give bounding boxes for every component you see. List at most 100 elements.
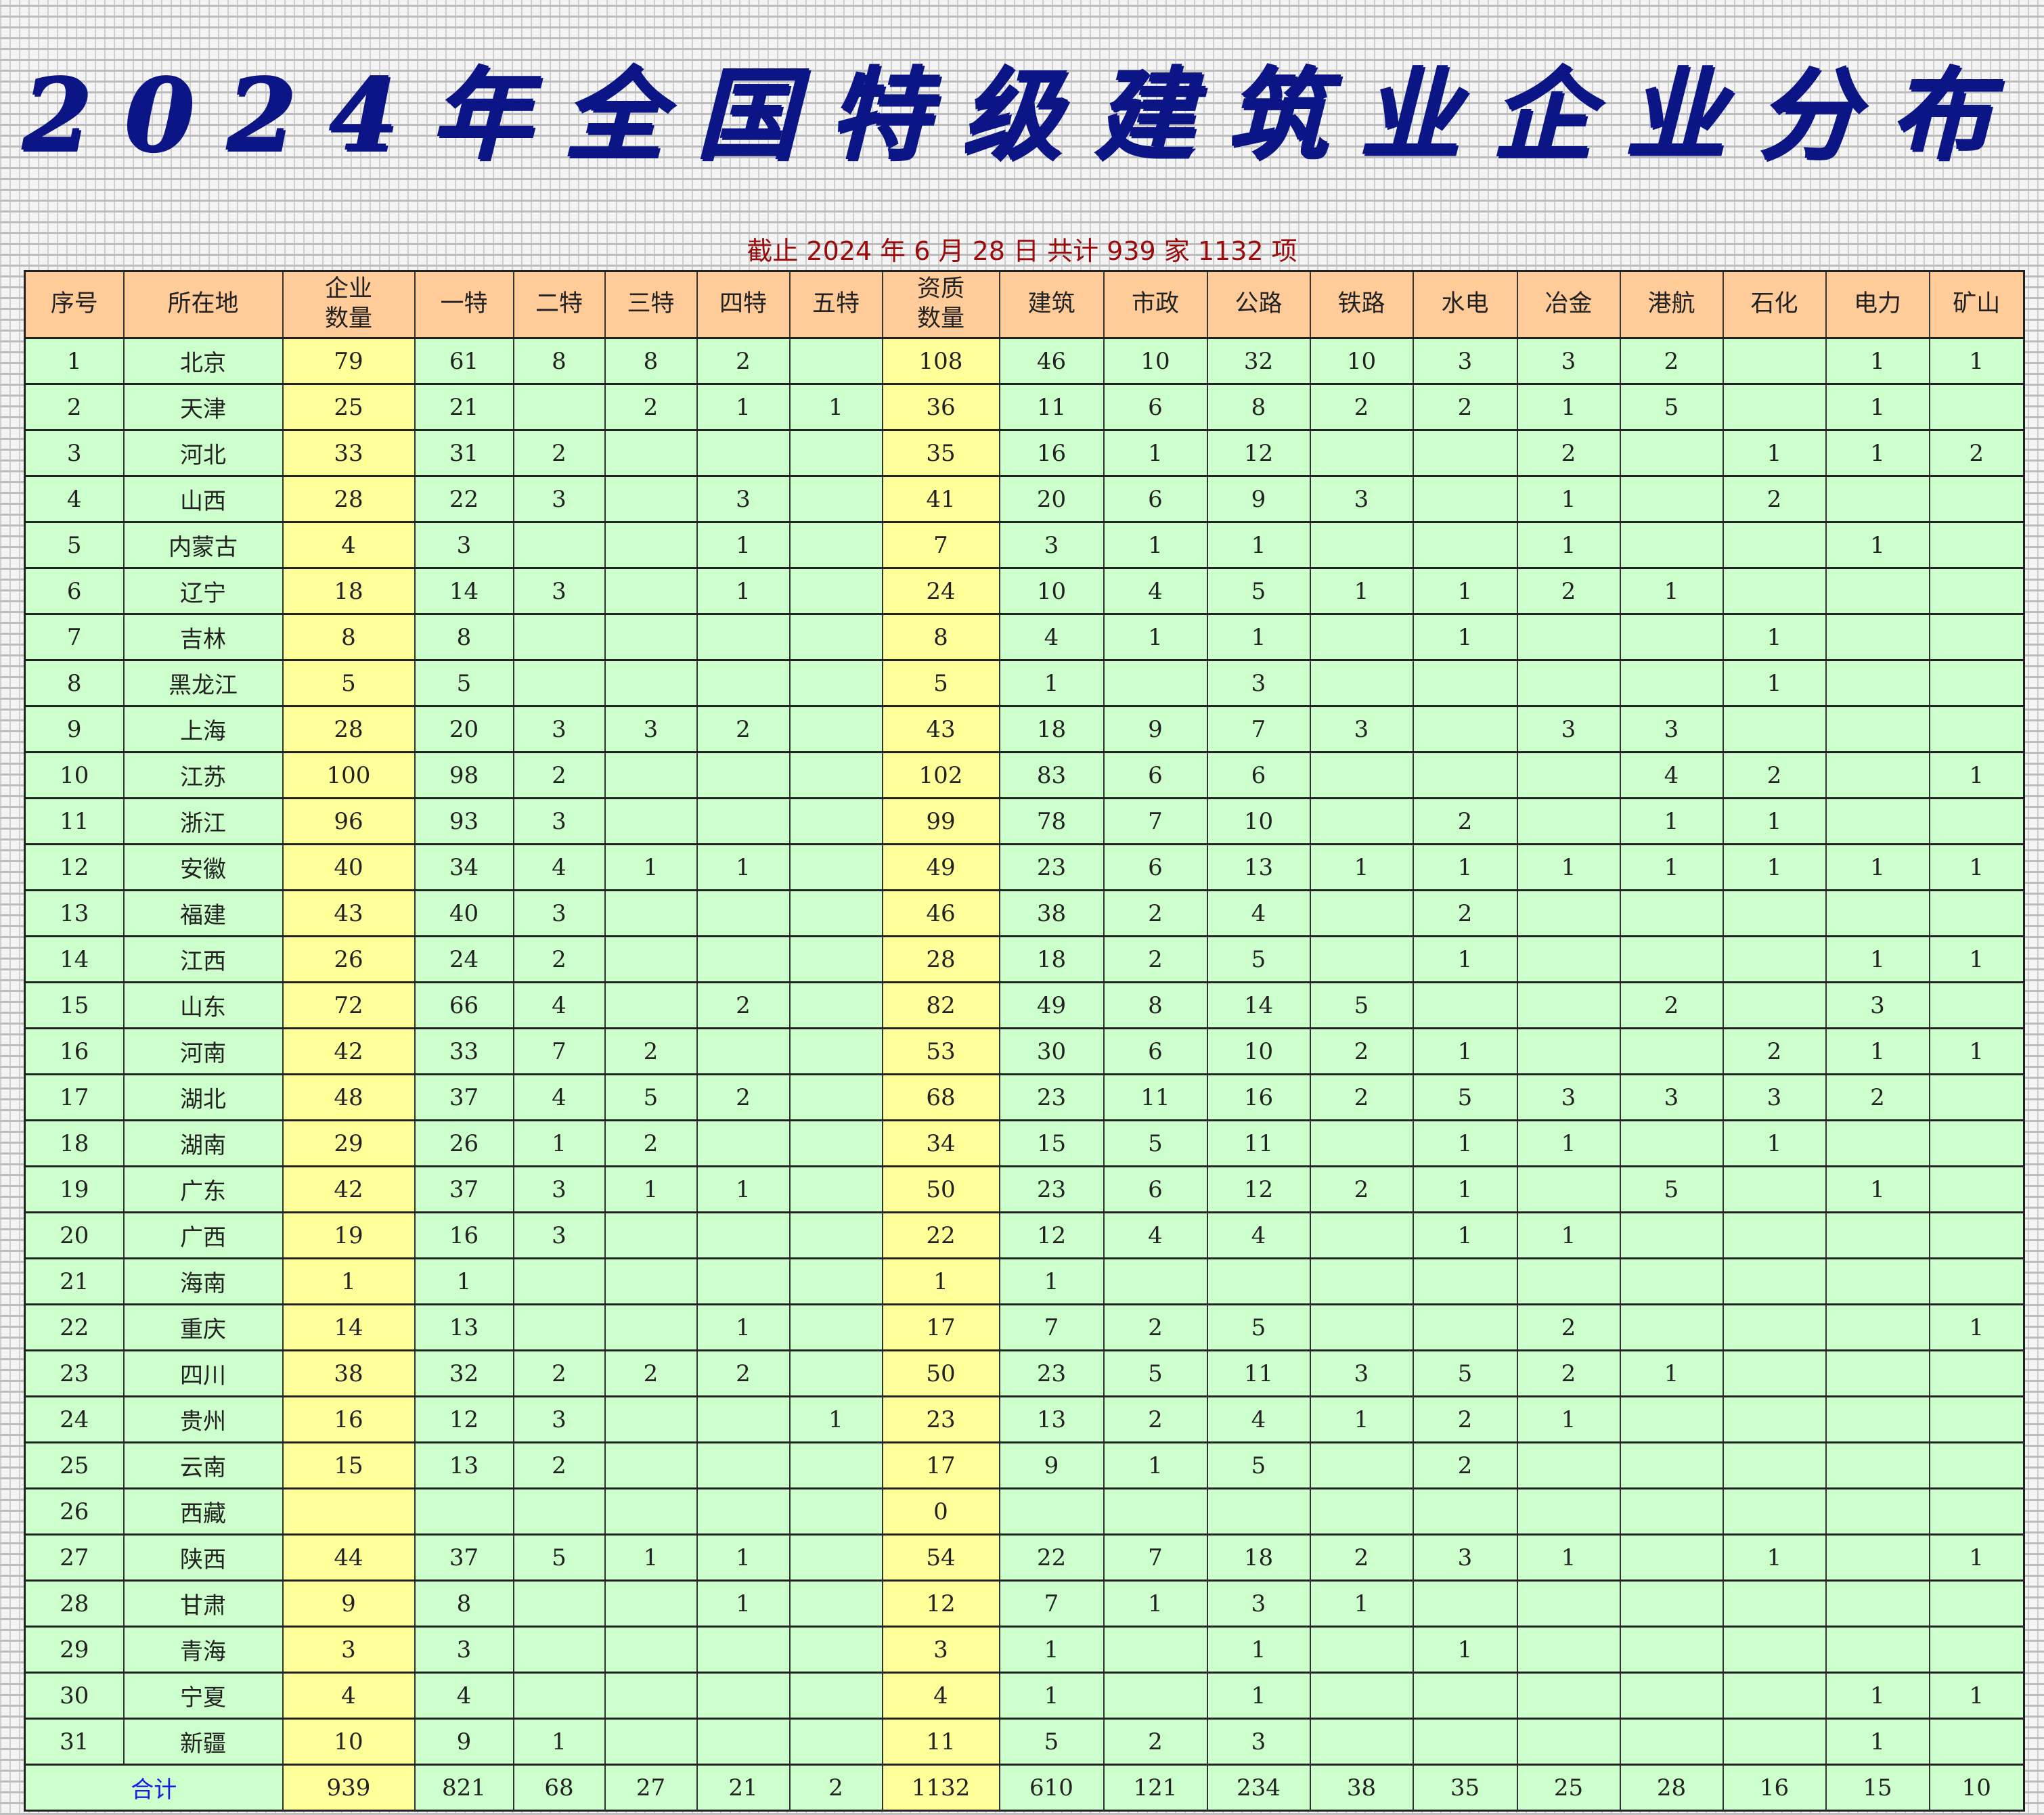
table-cell	[1516, 981, 1621, 1029]
region-name: 浙江	[123, 797, 284, 845]
table-cell	[696, 659, 791, 707]
table-cell: 19	[282, 1211, 416, 1259]
table-cell: 2	[1516, 1303, 1621, 1351]
table-cell	[696, 1672, 791, 1720]
table-cell: 23	[881, 1395, 1000, 1443]
table-cell: 7	[998, 1303, 1105, 1351]
table-cell: 13	[1206, 843, 1311, 891]
table-cell: 1	[1722, 797, 1827, 845]
table-cell	[604, 889, 698, 937]
column-header: 企业 数量	[282, 270, 416, 339]
table-cell: 1	[696, 567, 791, 615]
row-index: 5	[24, 521, 125, 569]
table-cell: 2	[604, 1027, 698, 1075]
table-row: 17 湖北 48 37 4 5 2 68 23 11 16 2 5 3 3 3 2	[24, 1073, 2025, 1121]
table-cell	[998, 1487, 1105, 1536]
table-cell: 1	[696, 1533, 791, 1582]
region-name: 吉林	[123, 613, 284, 661]
table-cell	[788, 1579, 883, 1628]
total-cell: 1132	[881, 1764, 1000, 1812]
table-cell: 13	[998, 1395, 1105, 1443]
table-cell	[788, 1119, 883, 1167]
table-cell	[1619, 1533, 1724, 1582]
table-cell: 2	[1722, 751, 1827, 799]
table-cell	[1619, 1257, 1724, 1305]
table-cell	[1722, 705, 1827, 753]
table-cell: 11	[881, 1718, 1000, 1766]
table-cell: 3	[512, 889, 606, 937]
table-row: 4 山西 28 22 3 3 41 20 6 9 3 1 2	[24, 475, 2025, 523]
table-cell	[788, 613, 883, 661]
table-cell: 5	[998, 1718, 1105, 1766]
table-cell: 18	[998, 935, 1105, 983]
table-cell	[696, 429, 791, 477]
table-cell: 3	[1516, 337, 1621, 385]
region-name: 辽宁	[123, 567, 284, 615]
total-cell: 15	[1825, 1764, 1930, 1812]
table-cell: 79	[282, 337, 416, 385]
table-cell: 1	[1619, 1349, 1724, 1397]
subtitle: 截止 2024 年 6 月 28 日 共计 939 家 1132 项	[747, 236, 1297, 266]
table-cell: 12	[1206, 429, 1311, 477]
region-name: 宁夏	[123, 1672, 284, 1720]
row-index: 2	[24, 383, 125, 431]
table-cell	[1516, 1718, 1621, 1766]
table-cell: 1	[1103, 1441, 1208, 1489]
table-cell: 82	[881, 981, 1000, 1029]
table-cell: 4	[282, 521, 416, 569]
table-cell	[512, 1257, 606, 1305]
table-cell: 13	[414, 1303, 514, 1351]
table-cell: 48	[282, 1073, 416, 1121]
table-cell	[1103, 659, 1208, 707]
table-cell	[1619, 1718, 1724, 1766]
table-cell: 17	[881, 1441, 1000, 1489]
table-cell	[1722, 1257, 1827, 1305]
table-cell: 1	[1825, 429, 1930, 477]
table-cell	[1412, 475, 1518, 523]
table-cell	[788, 1487, 883, 1536]
table-cell: 3	[282, 1626, 416, 1674]
table-cell: 26	[282, 935, 416, 983]
table-row: 28 甘肃 9 8 1 12 7 1 3 1	[24, 1579, 2025, 1628]
table-cell: 28	[282, 475, 416, 523]
table-cell: 4	[282, 1672, 416, 1720]
table-cell	[1928, 1441, 2025, 1489]
table-cell: 5	[1103, 1349, 1208, 1397]
table-cell: 1	[1412, 613, 1518, 661]
table-cell	[1928, 613, 2025, 661]
region-name: 贵州	[123, 1395, 284, 1443]
table-cell: 12	[998, 1211, 1105, 1259]
table-cell: 2	[512, 751, 606, 799]
table-cell	[1309, 1441, 1414, 1489]
column-header: 公路	[1206, 270, 1311, 339]
table-cell: 5	[881, 659, 1000, 707]
row-index: 6	[24, 567, 125, 615]
table-cell: 3	[1722, 1073, 1827, 1121]
column-header: 序号	[24, 270, 125, 339]
table-cell	[1412, 981, 1518, 1029]
table-cell: 1	[1825, 383, 1930, 431]
column-header: 一特	[414, 270, 514, 339]
table-cell	[1928, 981, 2025, 1029]
table-cell: 3	[1619, 1073, 1724, 1121]
total-cell: 939	[282, 1764, 416, 1812]
table-cell: 1	[512, 1718, 606, 1766]
region-name: 黑龙江	[123, 659, 284, 707]
table-cell: 1	[1928, 935, 2025, 983]
table-cell	[512, 1487, 606, 1536]
table-cell	[696, 1027, 791, 1075]
table-cell: 7	[512, 1027, 606, 1075]
row-index: 12	[24, 843, 125, 891]
table-cell: 3	[1309, 475, 1414, 523]
table-cell	[604, 1303, 698, 1351]
table-cell	[1825, 1395, 1930, 1443]
table-cell: 3	[1206, 659, 1311, 707]
table-cell: 30	[998, 1027, 1105, 1075]
table-cell: 1	[1825, 935, 1930, 983]
table-cell: 2	[512, 1349, 606, 1397]
row-index: 31	[24, 1718, 125, 1766]
table-cell: 49	[998, 981, 1105, 1029]
table-cell	[1309, 613, 1414, 661]
table-cell: 1	[696, 521, 791, 569]
table-cell	[1722, 383, 1827, 431]
